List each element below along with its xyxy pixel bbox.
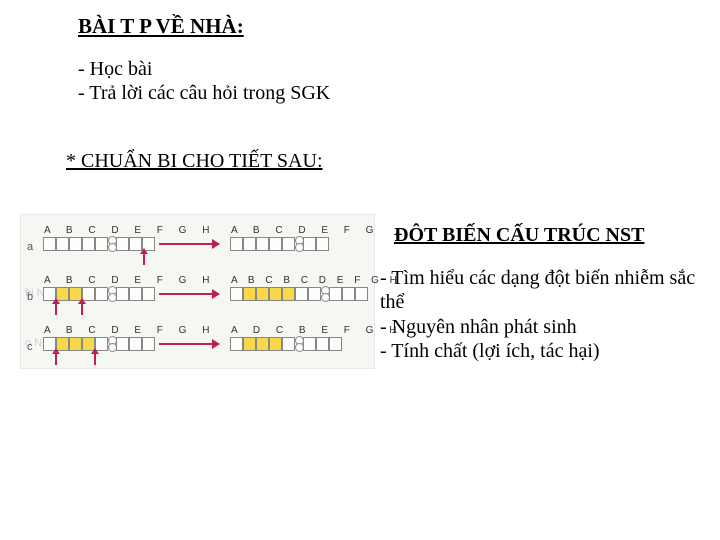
up-arrow-icon bbox=[55, 353, 57, 365]
letters-right: A B C D E F G bbox=[231, 225, 380, 236]
letters-left: A B C D E F G H bbox=[44, 325, 216, 336]
diagram-row-b: b A B C D E F G H A B C B C D E F G H bbox=[21, 269, 374, 313]
boxes-right bbox=[230, 287, 368, 301]
prep-title: * CHUẨN BI CHO TIẾT SAU: bbox=[66, 150, 323, 173]
row-label: c bbox=[27, 341, 33, 353]
row-label: a bbox=[27, 241, 33, 253]
arrow-icon bbox=[159, 243, 219, 245]
chromosome-diagram: bi NST bo sung voi o NST thuong co them … bbox=[20, 214, 375, 369]
topic-item-2: - Nguyên nhân phát sinh bbox=[380, 316, 577, 339]
boxes-left bbox=[43, 237, 155, 251]
topic-title: ĐÔT BIẾN CẤU TRÚC NST bbox=[394, 224, 644, 247]
homework-title: BÀI T P VỀ NHÀ: bbox=[78, 14, 244, 39]
boxes-right bbox=[230, 337, 342, 351]
up-arrow-icon bbox=[143, 253, 145, 265]
up-arrow-icon bbox=[55, 303, 57, 315]
diagram-row-c: c A B C D E F G H A D C B E F G H bbox=[21, 319, 374, 363]
up-arrow-icon bbox=[81, 303, 83, 315]
letters-right: A B C B C D E F G H bbox=[231, 275, 401, 286]
letters-right: A D C B E F G H bbox=[231, 325, 403, 336]
row-label: b bbox=[27, 291, 33, 303]
boxes-right bbox=[230, 237, 329, 251]
diagram-row-a: a A B C D E F G H A B C D E F G bbox=[21, 219, 374, 263]
homework-item-2: - Trả lời các câu hỏi trong SGK bbox=[78, 82, 330, 105]
topic-item-3: - Tính chất (lợi ích, tác hại) bbox=[380, 340, 600, 363]
homework-item-1: - Học bài bbox=[78, 58, 152, 81]
letters-left: A B C D E F G H bbox=[44, 225, 216, 236]
topic-item-1: - Tìm hiểu các dạng đột biến nhiễm sắc t… bbox=[380, 266, 715, 314]
up-arrow-icon bbox=[94, 353, 96, 365]
letters-left: A B C D E F G H bbox=[44, 275, 216, 286]
arrow-icon bbox=[159, 293, 219, 295]
arrow-icon bbox=[159, 343, 219, 345]
